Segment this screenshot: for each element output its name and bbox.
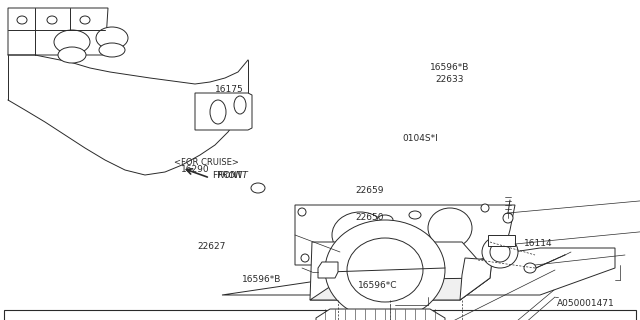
- Polygon shape: [460, 258, 492, 300]
- Text: 16114: 16114: [524, 239, 552, 248]
- Circle shape: [298, 208, 306, 216]
- Polygon shape: [488, 235, 515, 246]
- Ellipse shape: [17, 16, 27, 24]
- Text: 22650: 22650: [356, 213, 385, 222]
- Ellipse shape: [325, 220, 445, 320]
- Text: FRONT: FRONT: [218, 171, 249, 180]
- Ellipse shape: [47, 16, 57, 24]
- Ellipse shape: [234, 96, 246, 114]
- Text: 16596*C: 16596*C: [358, 281, 398, 290]
- Text: FRONT: FRONT: [212, 171, 243, 180]
- Text: 16596*B: 16596*B: [430, 63, 470, 72]
- Ellipse shape: [251, 183, 265, 193]
- Circle shape: [486, 248, 494, 256]
- Ellipse shape: [409, 211, 421, 219]
- Text: <FOR CRUISE>: <FOR CRUISE>: [174, 158, 239, 167]
- Polygon shape: [460, 256, 492, 300]
- Text: 16290: 16290: [180, 165, 209, 174]
- Text: 22627: 22627: [197, 242, 225, 251]
- Text: 0104S*I: 0104S*I: [402, 134, 438, 143]
- Polygon shape: [8, 8, 108, 55]
- Polygon shape: [310, 242, 478, 300]
- Text: 22633: 22633: [435, 75, 464, 84]
- Ellipse shape: [377, 215, 393, 225]
- Ellipse shape: [428, 208, 472, 248]
- Ellipse shape: [524, 263, 536, 273]
- Polygon shape: [318, 262, 338, 278]
- Ellipse shape: [482, 236, 518, 268]
- Polygon shape: [316, 309, 445, 320]
- Polygon shape: [195, 93, 252, 130]
- Ellipse shape: [99, 43, 125, 57]
- Text: 22659: 22659: [356, 186, 385, 195]
- Circle shape: [503, 213, 513, 223]
- Text: 16596*B: 16596*B: [242, 275, 282, 284]
- Ellipse shape: [96, 27, 128, 49]
- Ellipse shape: [58, 47, 86, 63]
- Ellipse shape: [332, 212, 388, 258]
- Circle shape: [481, 204, 489, 212]
- Ellipse shape: [80, 16, 90, 24]
- Ellipse shape: [490, 242, 510, 262]
- Ellipse shape: [54, 30, 90, 54]
- Polygon shape: [295, 205, 515, 265]
- Polygon shape: [310, 278, 490, 300]
- Ellipse shape: [210, 100, 226, 124]
- Circle shape: [301, 254, 309, 262]
- Text: A050001471: A050001471: [557, 299, 614, 308]
- Ellipse shape: [347, 238, 423, 302]
- Text: 16175: 16175: [215, 85, 244, 94]
